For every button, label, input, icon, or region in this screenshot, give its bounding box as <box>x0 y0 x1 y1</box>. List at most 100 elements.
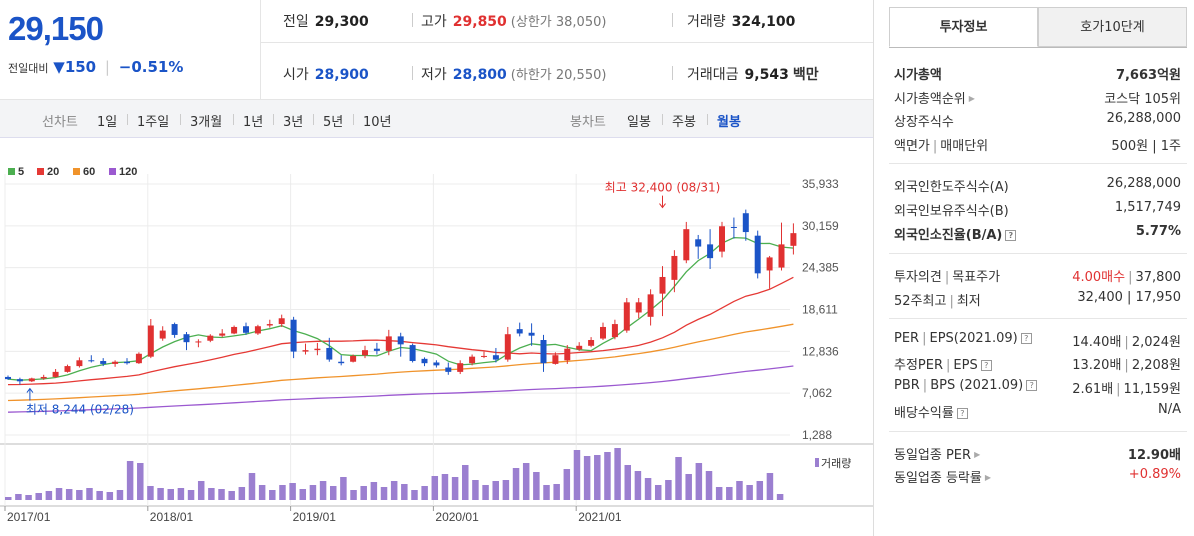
caret-right-icon[interactable]: ▶ <box>974 450 981 459</box>
divider <box>412 66 413 80</box>
foreign-hold-label: 외국인보유주식수(B) <box>894 204 1009 219</box>
volume-bar <box>167 489 174 500</box>
candle-body <box>195 341 202 343</box>
eps-value: 2,024원 <box>1131 335 1181 350</box>
info-tabs: 투자정보 호가10단계 <box>889 7 1187 47</box>
y-tick-label: 18,611 <box>802 302 838 316</box>
candle-chart-label[interactable]: 봉차트 <box>570 115 606 130</box>
turnover-unit: 백만 <box>792 67 819 83</box>
candle-body <box>254 326 261 334</box>
period-3m[interactable]: 3개월 <box>190 115 223 130</box>
candle-body <box>183 334 190 343</box>
candle-body <box>540 340 547 364</box>
candle-body <box>647 294 654 317</box>
period-5y[interactable]: 5년 <box>323 115 344 130</box>
est-per-value: 13.20배 <box>1072 358 1122 373</box>
cap-rank-value: 코스닥 105위 <box>1104 92 1181 107</box>
candle-monthly[interactable]: 월봉 <box>717 115 741 130</box>
candle-body <box>100 361 107 364</box>
volume-bar <box>177 488 185 500</box>
row-par: 액면가 | 매매단위 500원 | 1주 <box>894 133 1181 155</box>
help-icon[interactable]: ? <box>956 408 968 419</box>
period-10y[interactable]: 10년 <box>363 115 392 130</box>
volume-bar <box>86 488 93 500</box>
help-icon[interactable]: ? <box>1026 380 1038 391</box>
volume-bar <box>370 482 378 500</box>
legend-label: 60 <box>83 166 95 178</box>
period-1y[interactable]: 1년 <box>243 115 264 130</box>
candle-daily[interactable]: 일봉 <box>627 115 651 130</box>
legend-label: 120 <box>119 166 137 178</box>
candle-body <box>350 355 357 362</box>
foreign-limit-value: 26,288,000 <box>1106 176 1181 191</box>
volume-bar <box>258 485 266 500</box>
candle-body <box>409 345 416 362</box>
volume-bar <box>96 491 103 500</box>
divider <box>233 114 234 125</box>
divider: | <box>932 139 938 154</box>
x-tick-label: 2019/01 <box>293 510 337 524</box>
candle-body <box>40 376 47 379</box>
change-row: 전일대비 ▼150 | −0.51% <box>8 58 183 76</box>
caret-right-icon[interactable]: ▶ <box>984 473 992 482</box>
volume-bar <box>401 484 408 500</box>
divider <box>672 13 673 27</box>
y-tick-label: 7,062 <box>802 386 832 400</box>
candle-body <box>338 361 345 364</box>
candle-body <box>754 235 761 274</box>
volume-bar <box>208 488 215 500</box>
volume-bar <box>614 448 621 500</box>
candle-body <box>88 360 95 362</box>
period-1w[interactable]: 1주일 <box>137 115 170 130</box>
tab-hoga[interactable]: 호가10단계 <box>1038 7 1187 47</box>
candle-body <box>707 244 714 259</box>
foreign-ratio-value: 5.77% <box>1135 224 1181 239</box>
help-icon[interactable]: ? <box>980 360 992 371</box>
divider <box>889 163 1187 164</box>
period-1d[interactable]: 1일 <box>97 115 118 130</box>
line-chart-label[interactable]: 선차트 <box>42 115 78 130</box>
volume-bar <box>644 478 652 500</box>
volume-bar <box>492 481 499 500</box>
candle-body <box>457 363 464 372</box>
prev-close-cell: 전일 29,300 <box>283 11 369 31</box>
row-pbr: PBR | BPS (2021.09)? 2.61배 | 11,159원 <box>894 378 1181 397</box>
right-panel: 투자정보 호가10단계 시가총액 7,663억원 시가총액순위 ▶ 코스닥 105… <box>873 0 1194 536</box>
help-icon[interactable]: ? <box>1005 230 1017 241</box>
candle-body <box>373 348 380 351</box>
volume-bar <box>147 486 154 500</box>
candle-body <box>362 350 368 356</box>
w52-low-label: 최저 <box>956 294 981 309</box>
help-icon[interactable]: ? <box>1020 333 1032 344</box>
open-label: 시가 <box>283 67 309 83</box>
open-cell: 시가 28,900 <box>283 64 369 84</box>
target-label: 목표주가 <box>952 270 1001 285</box>
max-annotation: 최고 32,400 (08/31) <box>605 181 721 195</box>
row-peer-chg: 동일업종 등락률 ▶ +0.89% <box>894 465 1181 487</box>
bps-value: 11,159원 <box>1123 382 1181 397</box>
ma120-line <box>7 365 794 413</box>
candle-body <box>159 330 166 339</box>
volume-bar <box>360 486 367 500</box>
peer-chg-label: 동일업종 등락률 <box>894 471 982 486</box>
divider <box>127 114 128 125</box>
candle-weekly[interactable]: 주봉 <box>672 115 696 130</box>
volume-bar <box>746 485 753 500</box>
volume-bar <box>472 480 479 500</box>
legend-swatch <box>73 168 80 175</box>
tab-invest-info[interactable]: 투자정보 <box>889 7 1038 47</box>
volume-bar <box>431 476 439 500</box>
turnover-value: 9,543 <box>744 67 789 83</box>
dividend-value: N/A <box>1158 402 1181 417</box>
volume-bar <box>137 463 144 500</box>
pbr-value: 2.61배 <box>1072 382 1114 397</box>
period-3y[interactable]: 3년 <box>283 115 304 130</box>
high-cell: 고가 29,850 (상한가 38,050) <box>421 11 606 31</box>
caret-right-icon[interactable]: ▶ <box>968 94 975 103</box>
volume-bar <box>462 465 469 500</box>
max-arrowhead <box>659 203 666 209</box>
candle-body <box>719 226 725 252</box>
price-panel: 29,150 전일대비 ▼150 | −0.51% <box>0 0 261 100</box>
volume-bar <box>25 495 32 500</box>
candle-body <box>28 378 35 382</box>
